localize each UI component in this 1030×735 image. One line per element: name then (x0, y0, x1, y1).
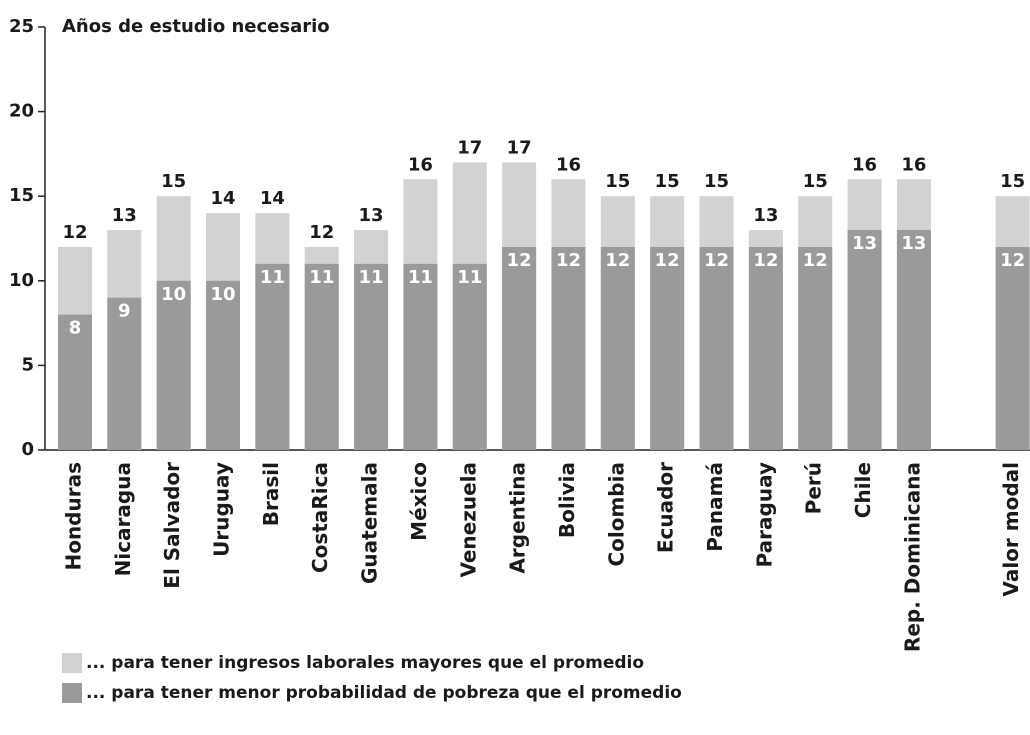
x-tick-label: CostaRica (308, 462, 332, 573)
x-tick-label: Chile (851, 462, 875, 518)
value-label: 15 (1000, 171, 1025, 192)
value-label: 16 (556, 154, 581, 175)
value-label: 16 (408, 154, 433, 175)
y-tick-label: 0 (21, 439, 34, 460)
value-label: 12 (704, 250, 729, 271)
x-tick-label: Uruguay (210, 462, 234, 557)
value-label: 15 (655, 171, 680, 192)
bar (403, 263, 438, 450)
value-label: 10 (161, 284, 186, 305)
x-tick-label: Argentina (506, 462, 530, 574)
x-tick-label: Nicaragua (111, 462, 135, 576)
value-label: 17 (457, 137, 482, 158)
bar (600, 246, 635, 450)
bar (699, 246, 734, 450)
value-label: 11 (260, 267, 285, 288)
bar (206, 280, 241, 450)
value-label: 12 (655, 250, 680, 271)
bar (551, 246, 586, 450)
value-label: 15 (803, 171, 828, 192)
y-tick-label: 20 (9, 101, 34, 122)
bar (156, 280, 191, 450)
value-label: 15 (605, 171, 630, 192)
value-label: 10 (210, 284, 235, 305)
x-tick-label: México (407, 462, 431, 541)
value-label: 11 (457, 267, 482, 288)
value-label: 12 (1000, 250, 1025, 271)
bar (354, 263, 389, 450)
bar (650, 246, 685, 450)
bar (57, 314, 92, 450)
value-label: 12 (753, 250, 778, 271)
value-label: 12 (507, 250, 532, 271)
value-label: 8 (69, 318, 82, 339)
value-label: 15 (161, 171, 186, 192)
value-label: 13 (112, 205, 137, 226)
x-tick-label: Guatemala (358, 462, 382, 584)
x-tick-label: Perú (802, 462, 826, 514)
value-label: 9 (118, 301, 131, 322)
x-tick-label: Bolivia (555, 462, 579, 538)
bar (452, 263, 487, 450)
bar (107, 297, 142, 450)
bar (798, 246, 833, 450)
value-label: 16 (901, 154, 926, 175)
legend-swatch (62, 653, 82, 673)
x-tick-label: Brasil (259, 462, 283, 526)
legend-swatch (62, 683, 82, 703)
x-tick-label: Rep. Dominicana (900, 462, 924, 652)
value-label: 14 (260, 188, 285, 209)
value-label: 12 (803, 250, 828, 271)
value-label: 13 (852, 233, 877, 254)
x-tick-label: Valor modal (999, 462, 1023, 597)
y-tick-label: 15 (9, 185, 34, 206)
x-tick-label: Honduras (61, 462, 85, 571)
bar (502, 246, 537, 450)
y-tick-label: 25 (9, 16, 34, 37)
y-tick-label: 10 (9, 270, 34, 291)
bar (748, 246, 783, 450)
bar (304, 263, 339, 450)
value-label: 13 (753, 205, 778, 226)
value-label: 13 (901, 233, 926, 254)
value-label: 13 (359, 205, 384, 226)
value-label: 11 (309, 267, 334, 288)
bar (896, 230, 931, 450)
x-tick-label: Panamá (703, 462, 727, 552)
value-label: 11 (408, 267, 433, 288)
bar (255, 263, 290, 450)
x-tick-label: El Salvador (160, 462, 184, 589)
legend-label: ... para tener ingresos laborales mayore… (86, 653, 644, 673)
value-label: 12 (605, 250, 630, 271)
chart-title: Años de estudio necesario (62, 16, 330, 37)
legend-label: ... para tener menor probabilidad de pob… (86, 683, 682, 703)
x-tick-label: Venezuela (456, 462, 480, 578)
value-label: 11 (359, 267, 384, 288)
value-label: 12 (62, 222, 87, 243)
value-label: 12 (309, 222, 334, 243)
value-label: 12 (556, 250, 581, 271)
x-tick-label: Paraguay (752, 462, 776, 567)
y-tick-label: 5 (21, 354, 34, 375)
x-tick-label: Colombia (604, 462, 628, 567)
value-label: 17 (507, 137, 532, 158)
bar (847, 230, 882, 450)
value-label: 16 (852, 154, 877, 175)
value-label: 14 (210, 188, 235, 209)
bar (995, 246, 1030, 450)
value-label: 15 (704, 171, 729, 192)
x-tick-label: Ecuador (654, 462, 678, 553)
